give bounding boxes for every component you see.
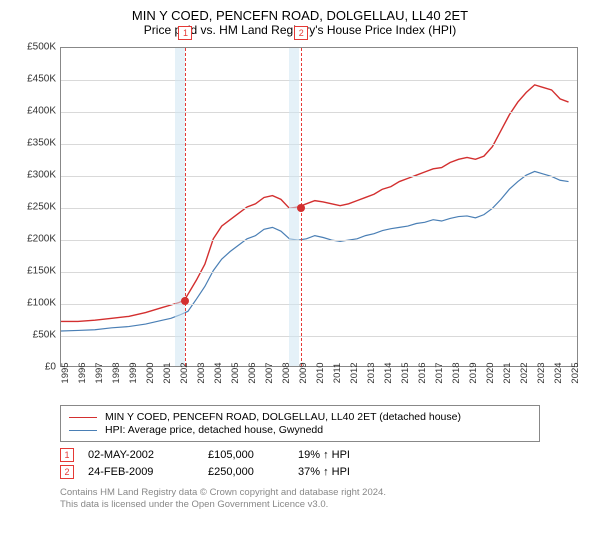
sale-date-1: 02-MAY-2002 [88,449,208,461]
x-axis-label: 2000 [145,362,156,383]
x-axis-label: 1998 [111,362,122,383]
sale-row-2: 2 24-FEB-2009 £250,000 37% ↑ HPI [60,465,586,479]
y-axis-label: £350K [14,138,56,149]
sales-table: 1 02-MAY-2002 £105,000 19% ↑ HPI 2 24-FE… [60,448,586,479]
x-axis-label: 1995 [60,362,71,383]
x-axis-label: 2003 [196,362,207,383]
x-axis-label: 2010 [315,362,326,383]
marker-line [185,48,186,366]
x-axis-label: 2009 [298,362,309,383]
gridline [61,304,577,305]
legend-swatch-property [69,417,97,418]
x-axis-label: 2025 [570,362,581,383]
x-axis-label: 1999 [128,362,139,383]
x-axis-label: 2011 [332,363,343,383]
gridline [61,336,577,337]
x-axis-label: 2006 [247,362,258,383]
legend-row-property: MIN Y COED, PENCEFN ROAD, DOLGELLAU, LL4… [69,411,531,423]
sale-marker-2: 2 [60,465,74,479]
chart-title: MIN Y COED, PENCEFN ROAD, DOLGELLAU, LL4… [14,8,586,23]
x-axis-label: 2023 [536,362,547,383]
legend-swatch-hpi [69,430,97,431]
gridline [61,208,577,209]
sale-marker-1: 1 [60,448,74,462]
chart: 12 £0 £50K £100K £150K £200K £250K £300K £350K £… [14,47,586,397]
legend: MIN Y COED, PENCEFN ROAD, DOLGELLAU, LL4… [60,405,540,442]
x-axis-label: 2024 [553,362,564,383]
y-axis-label: £500K [14,42,56,53]
gridline [61,80,577,81]
x-axis-label: 2012 [349,362,360,383]
y-axis-label: £300K [14,170,56,181]
x-axis-label: 2021 [502,362,513,383]
y-axis-label: £400K [14,106,56,117]
x-axis-label: 2020 [485,362,496,383]
y-axis-label: £0 [14,362,56,373]
shaded-band [175,48,185,366]
x-axis-label: 2004 [213,362,224,383]
y-axis-label: £250K [14,202,56,213]
gridline [61,112,577,113]
legend-row-hpi: HPI: Average price, detached house, Gwyn… [69,424,531,436]
footer: Contains HM Land Registry data © Crown c… [60,487,586,512]
x-axis-label: 2022 [519,362,530,383]
x-axis-label: 2017 [434,362,445,383]
sale-price-2: £250,000 [208,466,298,478]
sale-delta-2: 37% ↑ HPI [298,466,350,478]
x-axis-label: 2013 [366,362,377,383]
x-axis-label: 2005 [230,362,241,383]
legend-label-hpi: HPI: Average price, detached house, Gwyn… [105,424,323,436]
marker-dot [297,204,305,212]
gridline [61,176,577,177]
x-axis-label: 2019 [468,362,479,383]
x-axis-label: 2014 [383,362,394,383]
series-line [61,85,569,322]
y-axis-label: £50K [14,330,56,341]
sale-price-1: £105,000 [208,449,298,461]
x-axis-label: 2001 [162,362,173,383]
gridline [61,272,577,273]
footer-line-2: This data is licensed under the Open Gov… [60,499,586,511]
y-axis-label: £100K [14,298,56,309]
sale-row-1: 1 02-MAY-2002 £105,000 19% ↑ HPI [60,448,586,462]
x-axis-label: 2018 [451,362,462,383]
marker-dot [181,297,189,305]
x-axis-label: 2007 [264,362,275,383]
x-axis-label: 2016 [417,362,428,383]
series-line [61,171,569,331]
marker-box: 2 [294,26,308,40]
x-axis-label: 2015 [400,362,411,383]
plot-area: 12 [60,47,578,367]
sale-delta-1: 19% ↑ HPI [298,449,350,461]
gridline [61,144,577,145]
sale-date-2: 24-FEB-2009 [88,466,208,478]
y-axis-label: £200K [14,234,56,245]
footer-line-1: Contains HM Land Registry data © Crown c… [60,487,586,499]
x-axis-label: 1997 [94,362,105,383]
y-axis-label: £450K [14,74,56,85]
x-axis-label: 1996 [77,362,88,383]
y-axis-label: £150K [14,266,56,277]
legend-label-property: MIN Y COED, PENCEFN ROAD, DOLGELLAU, LL4… [105,411,461,423]
marker-box: 1 [178,26,192,40]
x-axis-label: 2002 [179,362,190,383]
gridline [61,240,577,241]
x-axis-label: 2008 [281,362,292,383]
line-canvas [61,48,577,366]
